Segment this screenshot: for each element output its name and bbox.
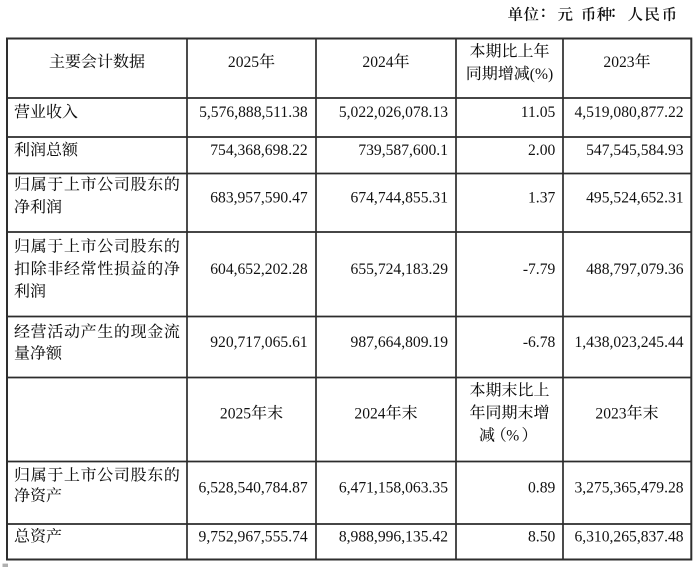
svg-text:2025: 2025 [228,54,259,71]
svg-text:8.50: 8.50 [528,529,555,546]
svg-text:6,471,158,063.35: 6,471,158,063.35 [339,479,448,496]
svg-text:11.05: 11.05 [521,104,556,121]
svg-text:-7.79: -7.79 [523,261,556,278]
svg-text:2024: 2024 [354,405,385,422]
svg-text:920,717,065.61: 920,717,065.61 [210,334,307,351]
svg-text:5,022,026,078.13: 5,022,026,078.13 [339,104,448,121]
svg-text:2023: 2023 [603,54,634,71]
svg-text:6,528,540,784.87: 6,528,540,784.87 [199,479,308,496]
svg-text:655,724,183.29: 655,724,183.29 [351,261,449,278]
svg-text:495,524,652.31: 495,524,652.31 [586,190,683,207]
svg-text:547,545,584.93: 547,545,584.93 [586,142,684,159]
svg-text:1,438,023,245.44: 1,438,023,245.44 [574,334,683,351]
svg-text:2024: 2024 [362,54,393,71]
svg-text:2.00: 2.00 [528,142,555,159]
svg-text:2025: 2025 [220,405,251,422]
svg-text:-6.78: -6.78 [523,334,556,351]
svg-text:739,587,600.1: 739,587,600.1 [358,142,448,159]
svg-text:683,957,590.47: 683,957,590.47 [210,190,308,207]
svg-text:2023: 2023 [595,405,626,422]
svg-text:1.37: 1.37 [528,190,555,207]
svg-text:%: % [506,428,519,445]
svg-text:5,576,888,511.38: 5,576,888,511.38 [199,104,308,121]
svg-text:674,744,855.31: 674,744,855.31 [351,190,448,207]
svg-text:0.89: 0.89 [528,479,555,496]
svg-text:488,797,079.36: 488,797,079.36 [586,261,684,278]
svg-text:6,310,265,837.48: 6,310,265,837.48 [574,529,683,546]
svg-text:9,752,967,555.74: 9,752,967,555.74 [199,529,308,546]
svg-text:8,988,996,135.42: 8,988,996,135.42 [339,529,448,546]
svg-text:4,519,080,877.22: 4,519,080,877.22 [574,104,683,121]
svg-text:604,652,202.28: 604,652,202.28 [210,261,308,278]
svg-text:987,664,809.19: 987,664,809.19 [351,334,449,351]
svg-text:(%): (%) [530,66,553,83]
svg-text:754,368,698.22: 754,368,698.22 [210,142,307,159]
svg-text:3,275,365,479.28: 3,275,365,479.28 [574,479,683,496]
